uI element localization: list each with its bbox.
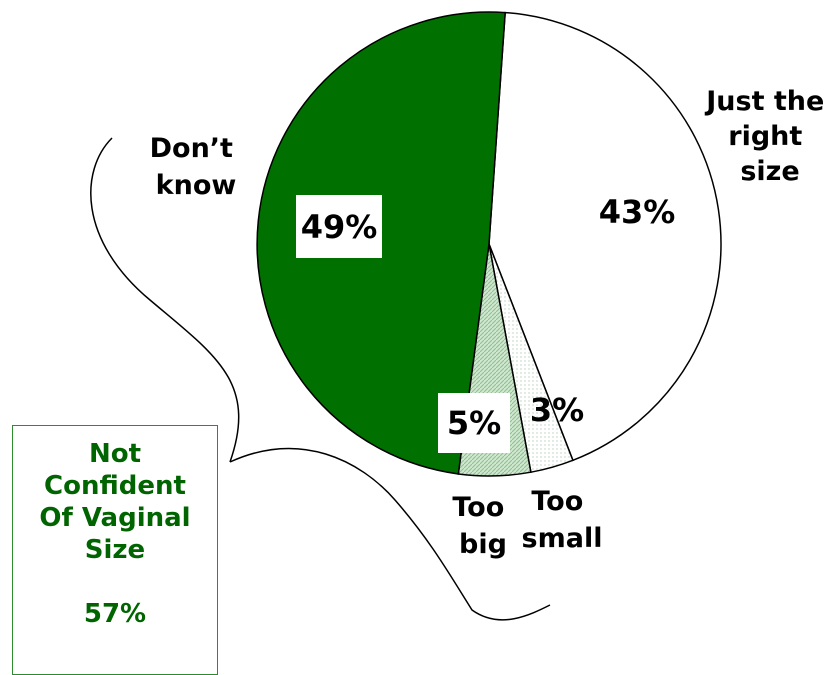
label-too-big: Too big xyxy=(452,492,513,560)
pct-label-49: 49% xyxy=(296,195,382,258)
callout-value: 57% xyxy=(83,599,147,629)
svg-text:5%: 5% xyxy=(447,404,501,442)
callout-box: Not Confident Of Vaginal Size 57% xyxy=(12,425,218,675)
label-dont-know: Don’t know xyxy=(150,133,243,201)
label-too-small: Too small xyxy=(522,486,603,554)
label-just-right: Just the right size xyxy=(704,86,834,187)
callout-title: Not Confident Of Vaginal Size xyxy=(39,439,191,565)
pct-label-43: 43% xyxy=(599,193,676,231)
pct-label-3: 3% xyxy=(530,391,584,429)
svg-text:49%: 49% xyxy=(301,208,378,246)
pie-slice-just-the-right-size xyxy=(488,11,722,462)
pct-label-5: 5% xyxy=(438,393,510,453)
callout-brace xyxy=(90,137,551,621)
